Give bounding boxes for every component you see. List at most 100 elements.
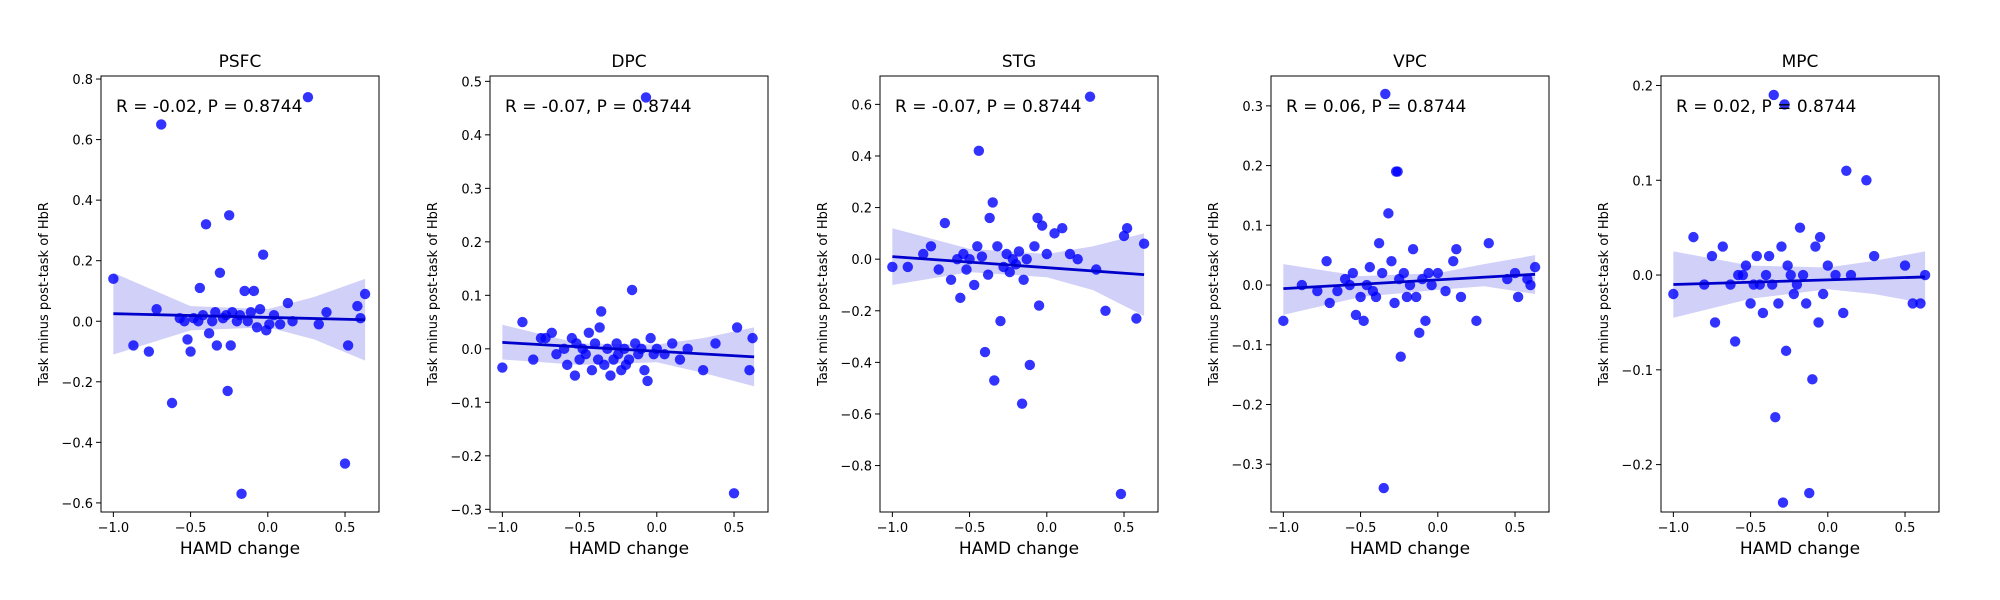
y-axis-label: Task minus post-task of HbR xyxy=(37,202,52,387)
x-axis-label: HAMD change xyxy=(1350,539,1470,559)
data-point xyxy=(264,319,275,330)
y-tick-label: −0.3 xyxy=(450,503,482,518)
data-point xyxy=(1131,313,1142,324)
data-point xyxy=(1115,488,1127,500)
data-point xyxy=(1029,241,1040,252)
x-tick-label: −0.5 xyxy=(1735,521,1767,536)
data-point xyxy=(1121,223,1133,234)
y-tick-label: −0.3 xyxy=(1231,458,1263,473)
chart-title: MPC xyxy=(1782,52,1819,72)
data-point xyxy=(1013,246,1025,257)
data-point xyxy=(987,197,998,208)
data-point xyxy=(1378,482,1389,494)
y-tick-label: −0.8 xyxy=(840,460,872,475)
data-point xyxy=(1084,91,1096,102)
y-axis-label: Task minus post-task of HbR xyxy=(1207,202,1222,387)
data-point xyxy=(562,359,573,371)
data-point xyxy=(1763,250,1775,262)
plot-frame xyxy=(100,75,380,513)
x-tick-label: 0.5 xyxy=(335,521,356,536)
data-point xyxy=(626,284,638,296)
data-point xyxy=(1845,269,1857,281)
y-tick-label: 0.2 xyxy=(72,255,93,270)
data-point xyxy=(887,261,898,273)
data-point xyxy=(1788,288,1800,300)
data-point xyxy=(972,241,983,252)
plot-frame xyxy=(879,75,1159,513)
y-tick-label: 0.3 xyxy=(1242,100,1263,115)
data-point xyxy=(185,346,196,357)
y-tick-label: 0.0 xyxy=(851,253,872,268)
data-point xyxy=(282,297,294,309)
data-point xyxy=(359,288,371,300)
data-point xyxy=(992,241,1003,252)
data-point xyxy=(1529,261,1541,273)
y-tick-label: −0.2 xyxy=(1231,398,1263,413)
data-point xyxy=(1373,238,1385,249)
data-point xyxy=(1138,238,1150,249)
stats-annotation: R = 0.02, P = 0.8744 xyxy=(1676,97,1856,117)
data-point xyxy=(1800,298,1812,309)
data-point xyxy=(1432,267,1444,279)
data-point xyxy=(1370,291,1382,303)
data-point xyxy=(1804,487,1815,499)
data-point xyxy=(207,316,218,327)
data-point xyxy=(682,343,693,355)
data-point xyxy=(528,354,539,365)
y-tick-label: −0.1 xyxy=(450,396,482,411)
data-point xyxy=(1072,253,1083,265)
chart-title: PSFC xyxy=(219,52,262,72)
data-point xyxy=(1324,297,1335,309)
data-point xyxy=(1751,250,1762,262)
data-point xyxy=(596,306,607,317)
data-point xyxy=(1057,223,1068,234)
data-point xyxy=(1401,291,1413,303)
y-tick-label: −0.4 xyxy=(840,356,872,371)
y-tick-label: 0.0 xyxy=(461,343,482,358)
y-tick-label: 0.1 xyxy=(461,289,482,304)
data-point xyxy=(594,322,605,333)
data-point xyxy=(979,346,991,358)
plot-frame xyxy=(489,75,769,513)
y-tick-label: 0.1 xyxy=(1242,219,1263,234)
data-point xyxy=(1776,241,1787,252)
data-point xyxy=(1773,298,1784,309)
data-point xyxy=(1813,317,1824,328)
data-point xyxy=(674,354,686,365)
data-point xyxy=(599,359,610,371)
data-point xyxy=(1358,315,1369,327)
data-point xyxy=(1780,345,1792,357)
x-tick-label: −1.0 xyxy=(877,521,909,536)
x-tick-label: 0.0 xyxy=(1036,521,1057,536)
data-point xyxy=(1033,300,1045,311)
data-point xyxy=(611,338,622,349)
data-point xyxy=(1021,253,1032,265)
data-point xyxy=(1512,291,1524,303)
stats-annotation: R = 0.06, P = 0.8744 xyxy=(1286,97,1466,117)
stats-annotation: R = -0.02, P = 0.8744 xyxy=(116,97,302,117)
data-point xyxy=(569,370,581,381)
data-point xyxy=(1757,307,1769,319)
data-point xyxy=(925,241,937,252)
y-tick-label: −0.2 xyxy=(1621,459,1653,474)
regression-line xyxy=(502,341,755,359)
data-point xyxy=(1807,374,1818,385)
data-point xyxy=(697,365,709,376)
data-point xyxy=(1861,175,1872,186)
x-tick-label: 0.0 xyxy=(257,521,278,536)
x-tick-label: −0.5 xyxy=(954,521,986,536)
data-point xyxy=(257,249,269,260)
data-point xyxy=(1377,267,1388,279)
data-point xyxy=(1321,255,1332,267)
y-tick-label: 0.8 xyxy=(72,73,93,88)
data-point xyxy=(728,488,740,499)
x-tick-label: 0.0 xyxy=(1427,521,1448,536)
data-point xyxy=(1899,260,1911,271)
stats-annotation: R = -0.07, P = 0.8744 xyxy=(895,97,1081,117)
y-tick-label: −0.1 xyxy=(1231,339,1263,354)
data-point xyxy=(1036,220,1048,231)
data-point xyxy=(222,385,233,397)
x-tick-label: −1.0 xyxy=(98,521,130,536)
y-tick-label: 0.1 xyxy=(1632,174,1653,189)
x-tick-label: −1.0 xyxy=(487,521,519,536)
